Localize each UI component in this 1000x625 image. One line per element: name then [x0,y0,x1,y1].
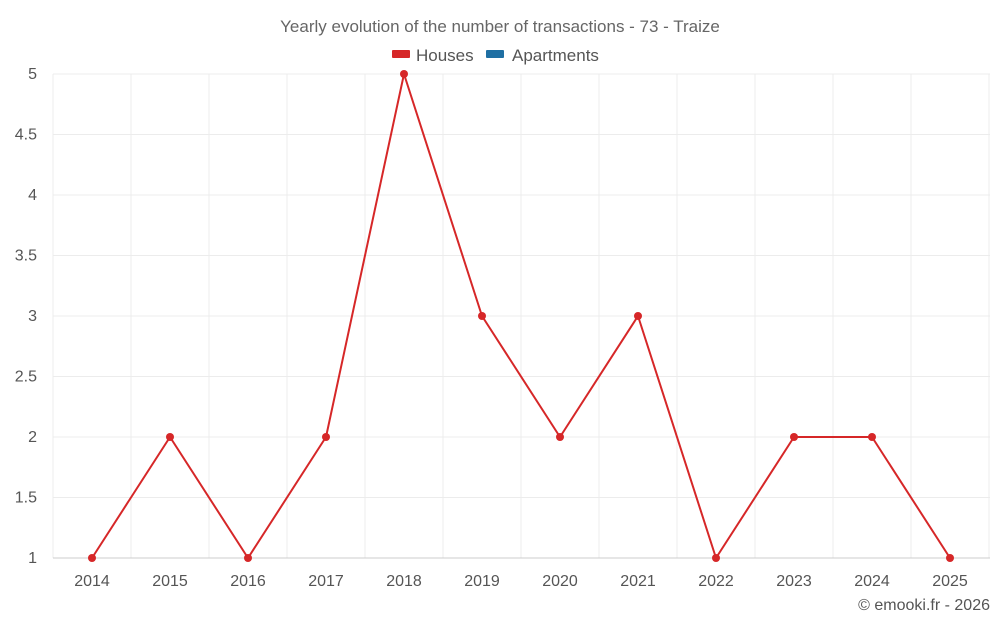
data-point[interactable] [946,554,954,562]
x-tick-label: 2014 [74,573,110,590]
data-point[interactable] [244,554,252,562]
y-tick-label: 1 [28,550,37,567]
y-tick-label: 4.5 [15,127,37,144]
x-tick-label: 2017 [308,573,344,590]
x-tick-label: 2021 [620,573,656,590]
x-tick-label: 2022 [698,573,734,590]
axes: 1 1.5 2 2.5 3 3.5 4 4.5 5 2014 2015 2016 2017 2018 201… [15,66,990,590]
data-point[interactable] [868,433,876,441]
data-point[interactable] [556,433,564,441]
data-point[interactable] [88,554,96,562]
legend-label-houses: Houses [416,46,474,65]
data-point[interactable] [634,312,642,320]
y-tick-label: 3.5 [15,248,37,265]
y-tick-label: 5 [28,66,37,83]
data-point[interactable] [478,312,486,320]
x-tick-label: 2018 [386,573,422,590]
series-line-houses [91,73,951,559]
legend-item-apartments[interactable]: Apartments [486,46,599,65]
x-tick-label: 2015 [152,573,188,590]
legend-item-houses[interactable]: Houses [392,46,474,65]
y-tick-label: 4 [28,187,37,204]
y-tick-label: 2.5 [15,369,37,386]
grid [52,73,990,559]
data-point[interactable] [790,433,798,441]
data-point[interactable] [166,433,174,441]
y-tick-label: 3 [28,308,37,325]
x-tick-label: 2019 [464,573,500,590]
y-tick-label: 2 [28,429,37,446]
credit-text: © emooki.fr - 2026 [858,597,990,614]
data-point[interactable] [400,70,408,78]
x-tick-label: 2020 [542,573,578,590]
chart-title: Yearly evolution of the number of transa… [280,17,720,36]
x-tick-label: 2024 [854,573,890,590]
legend-swatch-apartments [486,50,504,58]
legend-swatch-houses [392,50,410,58]
x-tick-label: 2025 [932,573,968,590]
data-point[interactable] [322,433,330,441]
series-layer [88,70,954,562]
x-tick-label: 2023 [776,573,812,590]
legend-label-apartments: Apartments [512,46,599,65]
x-tick-label: 2016 [230,573,266,590]
y-tick-label: 1.5 [15,490,37,507]
legend: Houses Apartments [392,46,599,65]
data-point[interactable] [712,554,720,562]
